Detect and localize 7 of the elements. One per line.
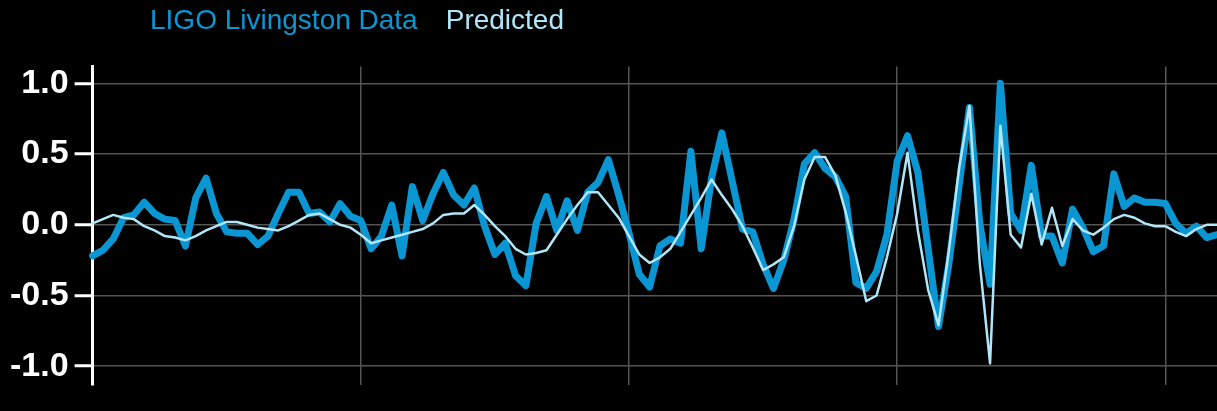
y-tick-label: 1.0 [21, 61, 69, 100]
y-tick-label: -1.0 [9, 344, 69, 383]
y-tick-label: -0.5 [9, 273, 69, 312]
text: LIGO Livingston Data [150, 4, 418, 36]
y-tick-label: 0.0 [21, 203, 69, 242]
y-tick-label: 0.5 [21, 132, 69, 171]
text: Predicted [445, 4, 564, 36]
